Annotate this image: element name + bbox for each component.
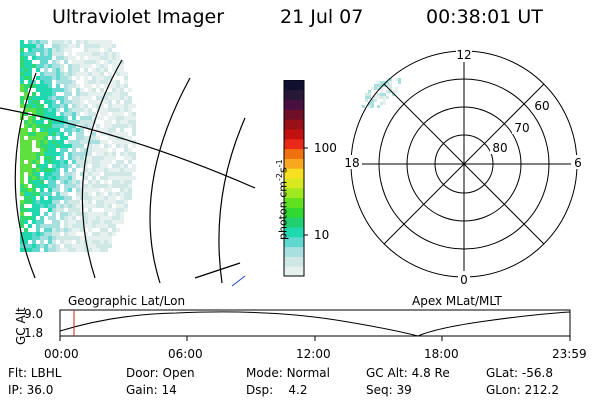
lat-label-60: 60 bbox=[534, 99, 549, 113]
colorbar bbox=[283, 80, 308, 277]
lat-lon-grid bbox=[0, 59, 256, 284]
mlt-label-12: 12 bbox=[456, 48, 471, 62]
dsp-status: Dsp: 4.2 bbox=[246, 383, 308, 397]
lat-label-80: 80 bbox=[492, 141, 507, 155]
mlt-label-0: 0 bbox=[460, 273, 468, 287]
instrument-title: Ultraviolet Imager bbox=[52, 6, 225, 28]
colorbar-tick-100: 100 bbox=[314, 141, 337, 155]
time-tick-2359: 23:59 bbox=[552, 347, 587, 361]
geographic-image bbox=[0, 40, 256, 287]
gain-status: Gain: 14 bbox=[126, 383, 177, 397]
colorbar-tick-10: 10 bbox=[314, 228, 330, 242]
sequence-status: Seq: 39 bbox=[366, 383, 412, 397]
coastline-fragment bbox=[231, 275, 246, 287]
polar-aurora-emission bbox=[362, 78, 401, 108]
left-map-caption: Geographic Lat/Lon bbox=[68, 294, 186, 308]
aurora-emission bbox=[20, 40, 136, 252]
geo-lon-status: GLon: 212.2 bbox=[486, 383, 559, 397]
door-status: Door: Open bbox=[126, 366, 195, 380]
right-map-caption: Apex MLat/MLT bbox=[412, 294, 502, 308]
mlt-label-18: 18 bbox=[344, 156, 359, 170]
filter-status: Flt: LBHL bbox=[8, 366, 62, 380]
time-tick-0600: 06:00 bbox=[168, 347, 203, 361]
mode-status: Mode: Normal bbox=[246, 366, 330, 380]
polar-mlt-plot: 12 0 18 6 60 70 80 bbox=[342, 48, 583, 287]
time-tick-0000: 00:00 bbox=[44, 347, 79, 361]
time-tick-1800: 18:00 bbox=[424, 347, 459, 361]
geo-lat-status: GLat: -56.8 bbox=[486, 366, 553, 380]
ip-status: IP: 36.0 bbox=[8, 383, 54, 397]
observation-time: 00:38:01 UT bbox=[426, 6, 543, 28]
gc-altitude-status: GC Alt: 4.8 Re bbox=[366, 366, 450, 380]
colorbar-unit-label: photon cm-2s-1 bbox=[275, 159, 290, 240]
altitude-plot bbox=[59, 309, 571, 341]
altitude-ytick-1-8: 1.8 bbox=[24, 326, 44, 340]
time-tick-1200: 12:00 bbox=[296, 347, 331, 361]
lat-label-70: 70 bbox=[514, 121, 529, 135]
mlt-label-6: 6 bbox=[574, 156, 582, 170]
observation-date: 21 Jul 07 bbox=[280, 6, 364, 28]
altitude-ytick-9: 9.0 bbox=[24, 307, 44, 321]
